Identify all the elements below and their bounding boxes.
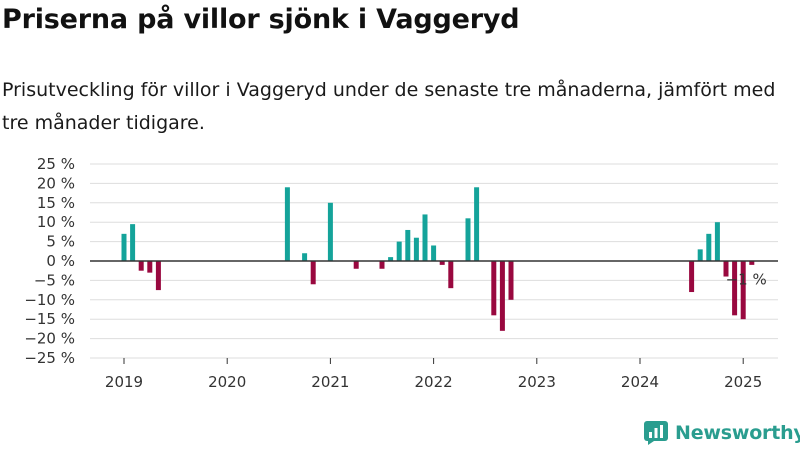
y-tick-label: 0 % bbox=[46, 252, 75, 270]
bar bbox=[388, 257, 394, 261]
newsworthy-logo-icon bbox=[644, 421, 668, 445]
bar bbox=[155, 261, 161, 291]
bar bbox=[508, 261, 514, 300]
bar bbox=[405, 229, 411, 261]
y-tick-label: −10 % bbox=[24, 291, 75, 309]
bar bbox=[353, 261, 359, 269]
bar bbox=[413, 237, 419, 261]
y-tick-label: −15 % bbox=[24, 310, 75, 328]
x-tick-label: 2024 bbox=[621, 373, 659, 391]
bar bbox=[147, 261, 153, 273]
annotation-label: −1 % bbox=[726, 270, 767, 288]
y-tick-label: 15 % bbox=[37, 194, 75, 212]
bar bbox=[379, 261, 385, 269]
bar bbox=[474, 187, 480, 261]
bar bbox=[422, 214, 428, 261]
y-tick-label: 10 % bbox=[37, 213, 75, 231]
bar bbox=[327, 202, 333, 261]
bar bbox=[714, 222, 720, 261]
bar bbox=[697, 249, 703, 261]
y-tick-label: −25 % bbox=[24, 349, 75, 367]
bar bbox=[749, 261, 755, 265]
bar bbox=[284, 187, 290, 261]
bar bbox=[310, 261, 316, 285]
bar bbox=[138, 261, 144, 271]
chart-subtitle: Prisutveckling för villor i Vaggeryd und… bbox=[2, 79, 776, 134]
y-tick-label: 20 % bbox=[37, 174, 75, 192]
x-tick-label: 2020 bbox=[208, 373, 246, 391]
y-tick-label: 25 % bbox=[37, 155, 75, 173]
y-tick-label: −20 % bbox=[24, 330, 75, 348]
bar bbox=[302, 253, 308, 261]
y-tick-label: 5 % bbox=[46, 233, 75, 251]
bar bbox=[130, 224, 136, 261]
bar bbox=[439, 261, 445, 265]
bar bbox=[448, 261, 454, 289]
brand-name: Newsworthy bbox=[675, 422, 800, 444]
x-tick-label: 2019 bbox=[105, 373, 143, 391]
y-tick-label: −5 % bbox=[34, 271, 75, 289]
bar-chart: 25 %20 % 15 %10 % 5 %0 %−5 % −10 %−15 % −20 … bbox=[24, 155, 778, 391]
bar bbox=[465, 218, 471, 261]
x-tick-label: 2023 bbox=[518, 373, 556, 391]
x-tick-label: 2022 bbox=[415, 373, 453, 391]
bar bbox=[491, 261, 497, 316]
bar bbox=[706, 233, 712, 261]
brand-logo: Newsworthy bbox=[644, 420, 800, 446]
bar bbox=[723, 261, 729, 277]
x-tick-label: 2025 bbox=[724, 373, 762, 391]
chart-title: Priserna på villor sjönk i Vaggeryd bbox=[2, 4, 520, 35]
bar bbox=[499, 261, 505, 331]
bar bbox=[689, 261, 695, 293]
x-tick-label: 2021 bbox=[311, 373, 349, 391]
bar bbox=[396, 241, 402, 261]
bar bbox=[121, 233, 127, 261]
bar bbox=[732, 261, 738, 316]
bar bbox=[740, 261, 746, 320]
bar bbox=[431, 245, 437, 261]
